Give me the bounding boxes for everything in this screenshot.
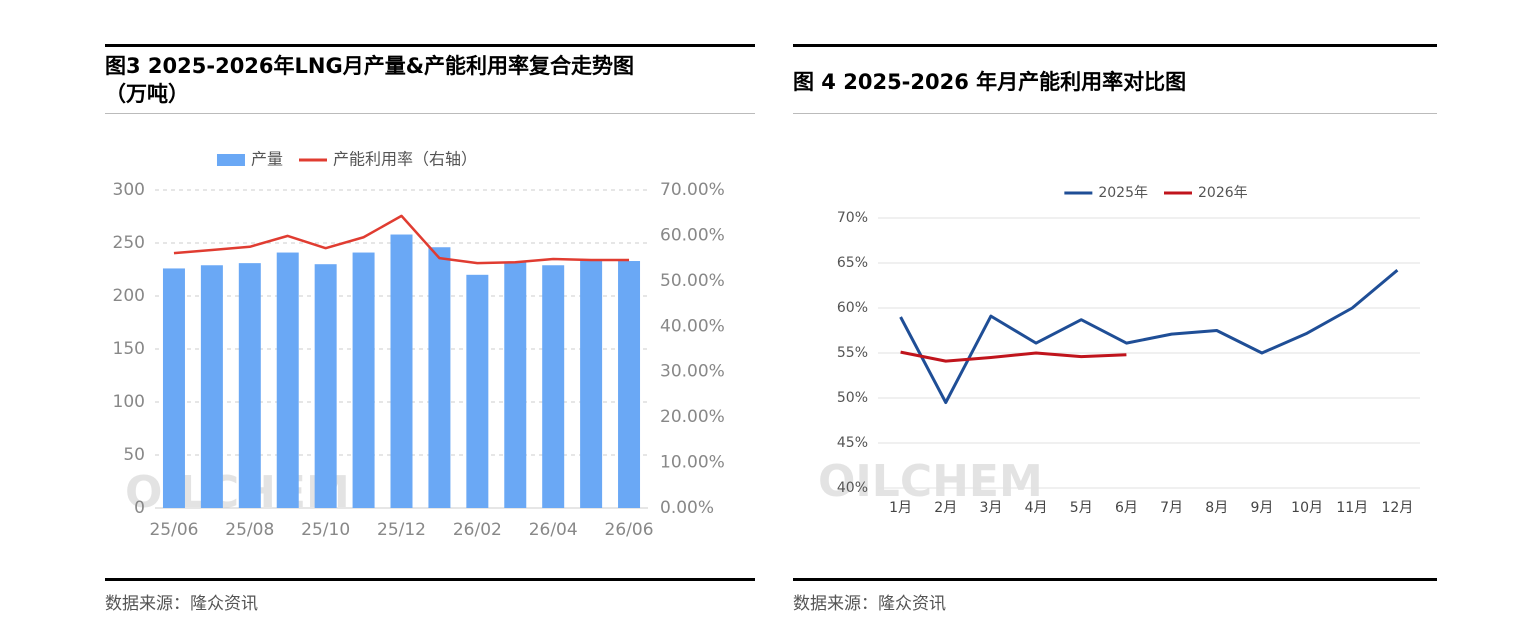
- bar: [580, 259, 603, 508]
- y2-tick-label: 50.00%: [660, 271, 725, 291]
- y-tick-label: 70%: [837, 210, 868, 226]
- x-tick-label: 1月: [889, 500, 912, 516]
- y-tick-label: 300: [113, 180, 145, 200]
- legend-label: 产量: [251, 150, 283, 169]
- y-tick-label: 0: [134, 498, 145, 518]
- line: [899, 269, 1399, 404]
- bar: [504, 262, 527, 508]
- y2-tick-label: 20.00%: [660, 407, 725, 427]
- y-tick-label: 250: [113, 233, 145, 253]
- line: [900, 350, 1127, 363]
- watermark: OILCHEM: [125, 467, 350, 518]
- y-tick-label: 50%: [837, 390, 868, 406]
- source: 数据来源：隆众资讯: [105, 594, 258, 614]
- x-tick-label: 3月: [979, 500, 1002, 516]
- legend-label: 产能利用率（右轴）: [333, 150, 477, 169]
- y-tick-label: 150: [113, 339, 145, 359]
- x-tick-label: 2月: [934, 500, 957, 516]
- x-tick-label: 25/06: [149, 520, 198, 540]
- x-tick-label: 25/08: [225, 520, 274, 540]
- rule: [105, 44, 755, 47]
- x-tick-label: 10月: [1291, 500, 1323, 516]
- y2-tick-label: 30.00%: [660, 362, 725, 382]
- x-tick-label: 26/06: [605, 520, 654, 540]
- bar: [276, 252, 299, 508]
- panel: 图3 2025-2026年LNG月产量&产能利用率复合走势图（万吨） 数据来源：…: [105, 0, 755, 636]
- bar: [466, 274, 489, 508]
- source: 数据来源：隆众资讯: [793, 594, 946, 614]
- y-tick-label: 100: [113, 392, 145, 412]
- y2-tick-label: 60.00%: [660, 225, 725, 245]
- y-tick-label: 45%: [837, 435, 868, 451]
- y-tick-label: 40%: [837, 480, 868, 496]
- x-tick-label: 6月: [1115, 500, 1138, 516]
- rule: [793, 578, 1437, 581]
- y-tick-label: 60%: [837, 300, 868, 316]
- x-tick-label: 25/10: [301, 520, 350, 540]
- bar: [618, 261, 641, 508]
- y-tick-label: 65%: [837, 255, 868, 271]
- x-tick-label: 5月: [1070, 500, 1093, 516]
- chart-title: 图 4 2025-2026 年月产能利用率对比图: [793, 70, 1187, 94]
- y2-tick-label: 40.00%: [660, 316, 725, 336]
- line: [173, 214, 630, 265]
- legend-label: 2025年: [1098, 185, 1148, 201]
- x-tick-label: 9月: [1250, 500, 1273, 516]
- bar: [238, 263, 261, 508]
- rule: [793, 44, 1437, 47]
- x-tick-label: 8月: [1205, 500, 1228, 516]
- x-tick-label: 7月: [1160, 500, 1183, 516]
- bar: [200, 265, 223, 508]
- y2-tick-label: 70.00%: [660, 180, 725, 200]
- y-tick-label: 200: [113, 286, 145, 306]
- rule: [105, 578, 755, 581]
- panel: 图 4 2025-2026 年月产能利用率对比图 数据来源：隆众资讯: [793, 0, 1437, 636]
- bar: [352, 252, 375, 508]
- y2-tick-label: 0.00%: [660, 498, 714, 518]
- y-tick-label: 50: [123, 445, 145, 465]
- legend-swatch: [216, 154, 245, 166]
- bar: [314, 264, 337, 508]
- legend-label: 2026年: [1198, 185, 1248, 201]
- rule: [793, 113, 1437, 114]
- chart-title: 图3 2025-2026年LNG月产量&产能利用率复合走势图（万吨）: [105, 54, 635, 106]
- x-tick-label: 4月: [1025, 500, 1048, 516]
- bar: [428, 247, 451, 509]
- x-tick-label: 12月: [1382, 500, 1414, 516]
- watermark: OILCHEM: [818, 456, 1043, 507]
- rule: [105, 113, 755, 114]
- bar: [162, 268, 185, 508]
- x-tick-label: 26/02: [453, 520, 502, 540]
- x-tick-label: 25/12: [377, 520, 426, 540]
- y-tick-label: 55%: [837, 345, 868, 361]
- x-tick-label: 26/04: [529, 520, 578, 540]
- x-tick-label: 11月: [1336, 500, 1368, 516]
- y2-tick-label: 10.00%: [660, 453, 725, 473]
- bar: [390, 234, 413, 508]
- bar: [542, 265, 565, 508]
